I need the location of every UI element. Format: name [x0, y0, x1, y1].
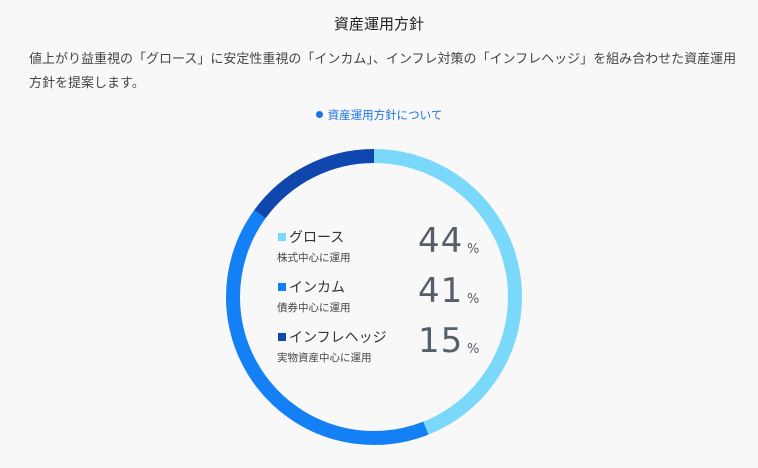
legend-unit-growth: % [467, 242, 480, 257]
bullet-dot-icon [315, 111, 323, 118]
legend-value-inflation-hedge: 15 [418, 321, 464, 361]
legend-value-growth: 44 [418, 221, 464, 261]
allocation-donut-chart [226, 149, 522, 445]
about-policy-link-label: 資産運用方針について [327, 108, 443, 122]
legend-swatch-income [278, 283, 286, 291]
page-description: 値上がり益重視の「グロース」に安定性重視の「インカム」、インフレ対策の「インフレ… [29, 52, 737, 91]
legend-value-income: 41 [418, 271, 464, 311]
allocation-legend: グロース 株式中心に運用 44 % インカム 債券中心に運用 41 % インフレ… [276, 221, 491, 375]
legend-desc-growth: 株式中心に運用 [277, 252, 351, 264]
donut-segment-income [226, 210, 429, 445]
legend-unit-income: % [467, 292, 480, 307]
legend-label-growth: グロース [289, 230, 345, 246]
legend-swatch-growth [278, 233, 286, 241]
donut-segment-growth [373, 149, 522, 435]
about-policy-link[interactable]: 資産運用方針について [0, 107, 758, 123]
legend-label-inflation-hedge: インフレヘッジ [289, 330, 387, 346]
legend-swatch-inflation-hedge [278, 333, 286, 341]
legend-row-inflation-hedge: インフレヘッジ 実物資産中心に運用 15 % [276, 321, 491, 375]
legend-unit-inflation-hedge: % [467, 342, 480, 357]
legend-desc-inflation-hedge: 実物資産中心に運用 [277, 352, 372, 364]
donut-segment-inflation-hedge [254, 149, 375, 219]
legend-label-income: インカム [289, 280, 345, 296]
legend-desc-income: 債券中心に運用 [277, 302, 351, 314]
page-title: 資産運用方針 [333, 15, 424, 33]
legend-row-income: インカム 債券中心に運用 41 % [276, 271, 491, 325]
legend-row-growth: グロース 株式中心に運用 44 % [276, 221, 491, 275]
